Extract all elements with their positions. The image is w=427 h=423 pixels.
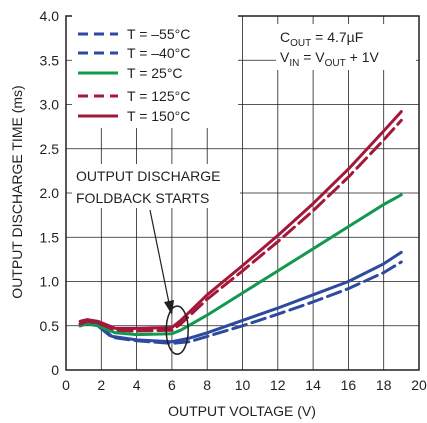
x-tick-label: 10 xyxy=(235,377,251,393)
series-line-2 xyxy=(80,195,401,335)
annotation-arrow-line xyxy=(150,210,169,303)
x-tick-label: 6 xyxy=(168,377,176,393)
annotation-line-2: FOLDBACK STARTS xyxy=(76,190,209,206)
y-tick-label: 1.5 xyxy=(40,229,60,245)
legend-label-3: T = 125°C xyxy=(127,88,190,104)
legend: T = –55°C T = –40°C T = 25°C T = 125°C T… xyxy=(72,14,238,128)
y-axis-title: OUTPUT DISCHARGE TIME (ms) xyxy=(9,85,25,298)
y-tick-label: 0 xyxy=(51,362,59,378)
y-tick-label: 4.0 xyxy=(40,8,60,24)
annotation-line-1: OUTPUT DISCHARGE xyxy=(76,168,220,184)
x-tick-label: 4 xyxy=(133,377,141,393)
series-line-3 xyxy=(80,120,401,331)
y-tick-label: 0.5 xyxy=(40,318,60,334)
y-tick-label: 2.0 xyxy=(40,185,60,201)
legend-label-1: T = –40°C xyxy=(127,45,190,61)
series-layer xyxy=(80,112,401,344)
x-tick-label: 2 xyxy=(97,377,105,393)
x-tick-label: 14 xyxy=(305,377,321,393)
y-tick-label: 3.0 xyxy=(40,97,60,113)
x-tick-label: 20 xyxy=(411,377,427,393)
x-tick-label: 0 xyxy=(62,377,70,393)
x-tick-label: 16 xyxy=(341,377,357,393)
x-tick-label: 8 xyxy=(203,377,211,393)
legend-label-4: T = 150°C xyxy=(127,108,190,124)
x-axis-title: OUTPUT VOLTAGE (V) xyxy=(168,403,316,419)
legend-label-2: T = 25°C xyxy=(127,65,183,81)
x-tick-label: 12 xyxy=(270,377,286,393)
x-tick-label: 18 xyxy=(376,377,392,393)
conditions-box: COUT = 4.7µF VIN = VOUT + 1V xyxy=(276,24,416,70)
y-tick-label: 1.0 xyxy=(40,274,60,290)
legend-label-0: T = –55°C xyxy=(127,26,190,42)
y-tick-label: 2.5 xyxy=(40,141,60,157)
y-tick-label: 3.5 xyxy=(40,52,60,68)
